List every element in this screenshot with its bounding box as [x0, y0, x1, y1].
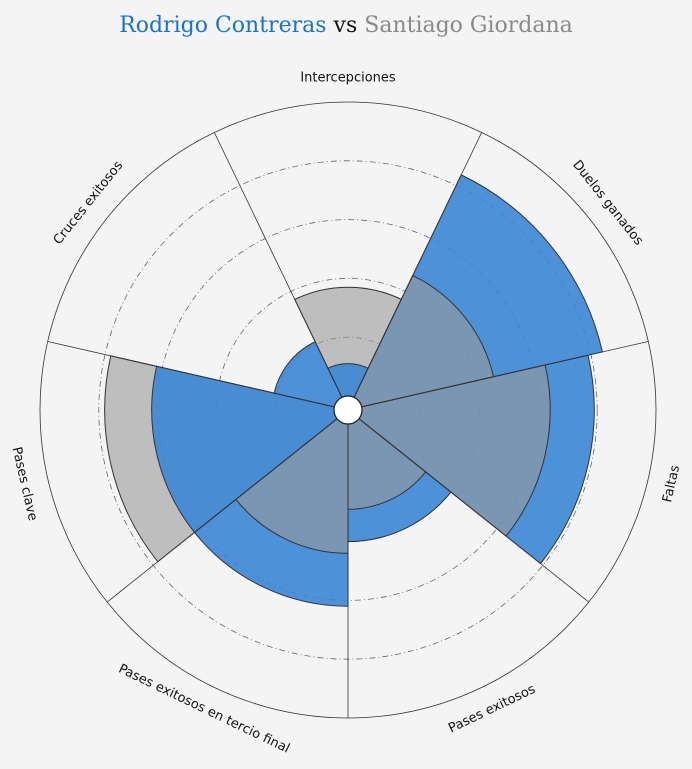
- sector-divider: [353, 132, 482, 398]
- sector-divider: [106, 418, 338, 603]
- sector-divider: [358, 418, 590, 603]
- title-player-b: Santiago Giordana: [364, 13, 573, 38]
- chart-title: Rodrigo Contreras vs Santiago Giordana: [119, 13, 573, 38]
- category-label: Intercepciones: [300, 71, 396, 86]
- sector-divider: [361, 341, 649, 408]
- title-vs: vs: [333, 13, 358, 38]
- sector-divider: [214, 132, 343, 398]
- title-player-a: Rodrigo Contreras: [119, 13, 326, 38]
- center-hole: [333, 395, 363, 425]
- sector-divider: [47, 341, 335, 408]
